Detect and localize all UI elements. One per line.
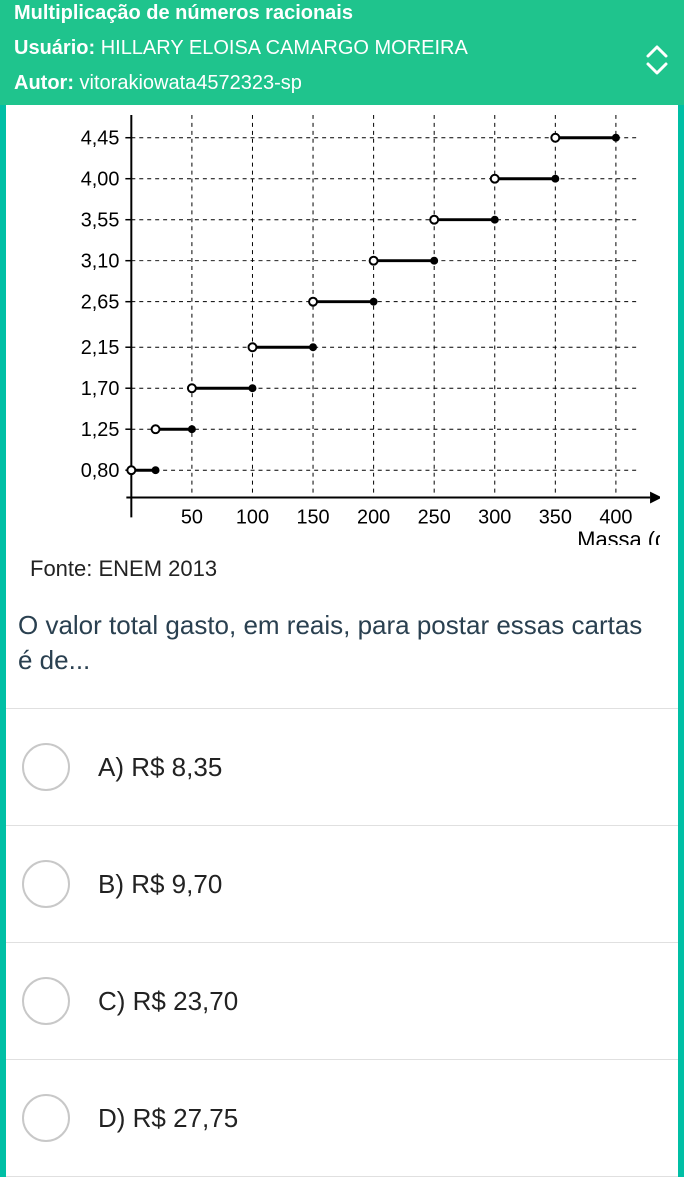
svg-text:200: 200 bbox=[357, 506, 390, 528]
header: Multiplicação de números racionais Usuár… bbox=[0, 0, 684, 105]
radio-icon[interactable] bbox=[22, 1094, 70, 1142]
svg-text:1,25: 1,25 bbox=[81, 419, 120, 441]
svg-text:3,55: 3,55 bbox=[81, 210, 120, 232]
svg-text:300: 300 bbox=[478, 506, 511, 528]
question-text: O valor total gasto, em reais, para post… bbox=[6, 582, 678, 708]
option-d[interactable]: D) R$ 27,75 bbox=[6, 1060, 678, 1177]
options-list: A) R$ 8,35 B) R$ 9,70 C) R$ 23,70 D) R$ … bbox=[6, 708, 678, 1177]
question-card: 0,80 1,25 1,70 2,15 2,65 3,10 3,55 4,00 4,45 50 10… bbox=[6, 105, 678, 1177]
user-line: Usuário: HILLARY ELOISA CAMARGO MOREIRA bbox=[14, 37, 670, 60]
radio-icon[interactable] bbox=[22, 860, 70, 908]
author-key: Autor: bbox=[14, 72, 74, 94]
step-chart: 0,80 1,25 1,70 2,15 2,65 3,10 3,55 4,00 4,45 50 10… bbox=[24, 105, 660, 545]
option-b[interactable]: B) R$ 9,70 bbox=[6, 826, 678, 943]
expand-collapse-icon[interactable] bbox=[642, 40, 672, 80]
option-label: B) R$ 9,70 bbox=[98, 869, 222, 900]
author-value: vitorakiowata4572323-sp bbox=[80, 72, 302, 94]
svg-text:250: 250 bbox=[418, 506, 451, 528]
svg-text:350: 350 bbox=[539, 506, 572, 528]
svg-text:100: 100 bbox=[236, 506, 269, 528]
svg-text:150: 150 bbox=[296, 506, 329, 528]
option-label: A) R$ 8,35 bbox=[98, 752, 222, 783]
svg-text:3,10: 3,10 bbox=[81, 251, 120, 273]
chart-container: 0,80 1,25 1,70 2,15 2,65 3,10 3,55 4,00 4,45 50 10… bbox=[6, 105, 678, 582]
svg-text:50: 50 bbox=[181, 506, 203, 528]
svg-text:4,45: 4,45 bbox=[81, 128, 120, 150]
option-a[interactable]: A) R$ 8,35 bbox=[6, 709, 678, 826]
svg-text:1,70: 1,70 bbox=[81, 378, 120, 400]
svg-text:4,00: 4,00 bbox=[81, 169, 120, 191]
page-title: Multiplicação de números racionais bbox=[14, 0, 670, 25]
option-c[interactable]: C) R$ 23,70 bbox=[6, 943, 678, 1060]
author-line: Autor: vitorakiowata4572323-sp bbox=[14, 72, 670, 95]
option-label: D) R$ 27,75 bbox=[98, 1103, 238, 1134]
svg-text:Massa (g): Massa (g) bbox=[577, 527, 660, 545]
option-label: C) R$ 23,70 bbox=[98, 986, 238, 1017]
svg-text:400: 400 bbox=[599, 506, 632, 528]
user-key: Usuário: bbox=[14, 37, 95, 59]
user-value: HILLARY ELOISA CAMARGO MOREIRA bbox=[101, 37, 468, 59]
svg-text:2,15: 2,15 bbox=[81, 337, 120, 359]
radio-icon[interactable] bbox=[22, 743, 70, 791]
chart-source: Fonte: ENEM 2013 bbox=[24, 550, 660, 582]
svg-text:2,65: 2,65 bbox=[81, 292, 120, 314]
svg-text:0,80: 0,80 bbox=[81, 460, 120, 482]
radio-icon[interactable] bbox=[22, 977, 70, 1025]
